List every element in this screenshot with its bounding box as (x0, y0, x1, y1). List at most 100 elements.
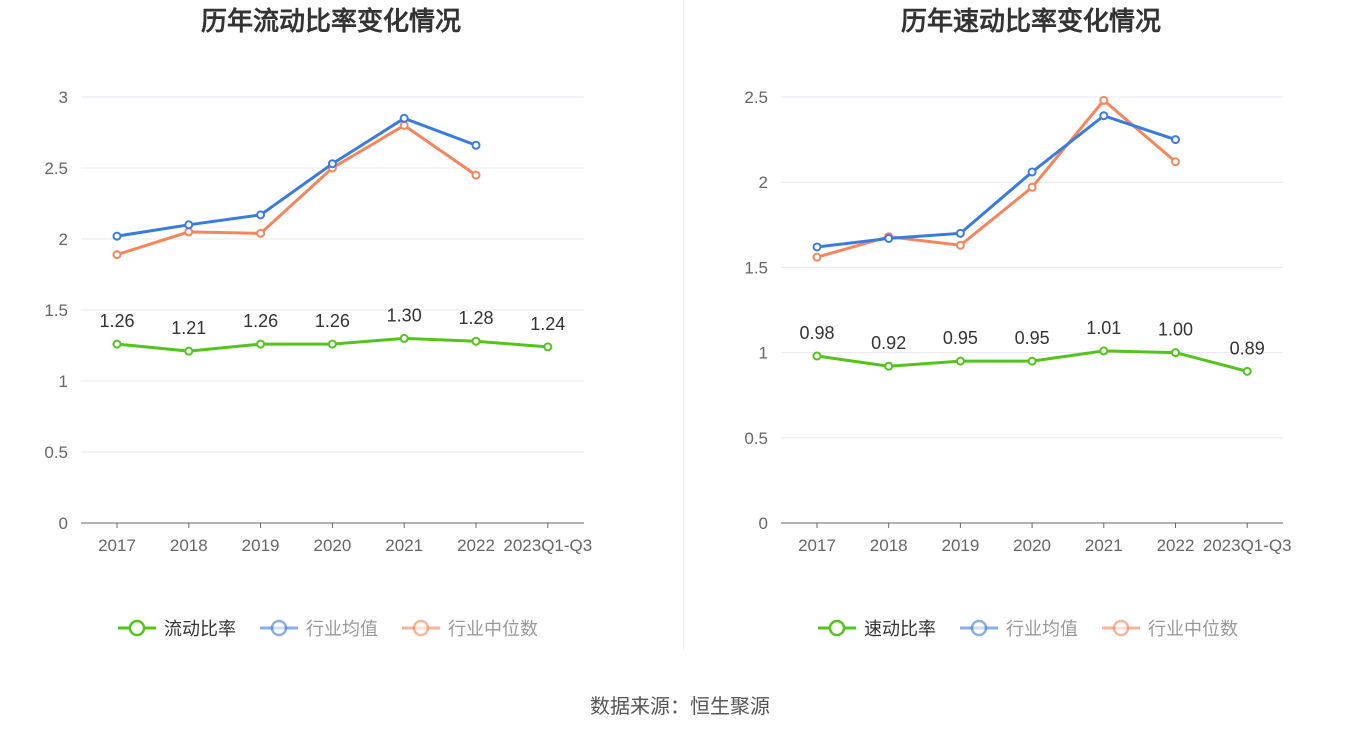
data-point[interactable] (471, 170, 481, 180)
x-tick-label: 2021 (385, 536, 423, 555)
data-point[interactable] (955, 228, 965, 238)
data-point[interactable] (184, 227, 194, 237)
data-point[interactable] (1171, 135, 1180, 145)
data-label: 1.26 (99, 311, 134, 331)
data-point[interactable] (812, 252, 822, 262)
data-point[interactable] (471, 140, 481, 150)
legend-marker-icon (828, 619, 846, 637)
data-label: 0.98 (799, 323, 834, 343)
x-tick-label: 2020 (1013, 536, 1051, 555)
chart-2: 历年速动比率变化情况 0 0.5 1 1.5 2 2.5 2017 2018 2019 2020 20… (744, 6, 1291, 639)
y-tick-label: 1.5 (44, 301, 68, 320)
legend-item[interactable]: 行业均值 (960, 619, 1078, 639)
x-tick-label: 2017 (98, 536, 136, 555)
y-tick-label: 1.5 (744, 258, 768, 277)
data-point[interactable] (399, 120, 409, 130)
data-label: 0.95 (943, 328, 978, 348)
data-label: 1.00 (1158, 320, 1193, 340)
data-point[interactable] (256, 228, 266, 238)
legend-label: 行业均值 (306, 619, 378, 639)
legend-marker-icon (1112, 619, 1130, 637)
chart-title: 历年流动比率变化情况 (201, 6, 461, 36)
y-tick-label: 0 (59, 514, 68, 533)
y-tick-label: 0 (759, 514, 768, 533)
legend-label: 行业中位数 (1148, 619, 1238, 639)
chart-divider (683, 0, 684, 650)
x-tick-label: 2019 (941, 536, 979, 555)
y-tick-label: 2.5 (744, 88, 768, 107)
data-point[interactable] (955, 356, 965, 366)
data-point[interactable] (1171, 157, 1180, 167)
data-point[interactable] (1099, 95, 1109, 105)
data-point[interactable] (1099, 111, 1109, 121)
data-point[interactable] (112, 339, 122, 349)
data-point[interactable] (471, 336, 481, 346)
data-source: 数据来源：恒生聚源 (590, 696, 770, 718)
data-point[interactable] (184, 220, 194, 230)
legend-marker-icon (270, 619, 288, 637)
data-point[interactable] (327, 159, 337, 169)
legend-label: 流动比率 (164, 619, 236, 639)
data-point[interactable] (884, 233, 894, 243)
legend-item[interactable]: 行业均值 (260, 619, 378, 639)
series-line (816, 114, 1176, 249)
chart-1: 历年流动比率变化情况 0 0.5 1 1.5 2 2.5 3 2017 2018 2019 2020 2… (44, 6, 592, 639)
x-tick-label: 2022 (1157, 536, 1195, 555)
data-point[interactable] (112, 231, 122, 241)
series-line (816, 98, 1177, 259)
data-label: 1.21 (171, 318, 206, 338)
y-tick-label: 3 (59, 88, 68, 107)
y-tick-label: 1 (59, 372, 68, 391)
data-point[interactable] (884, 361, 894, 371)
legend-marker-icon (412, 619, 430, 637)
legend-marker-icon (128, 619, 146, 637)
data-point[interactable] (1242, 366, 1252, 376)
x-tick-label: 2023Q1-Q3 (1203, 536, 1292, 555)
x-tick-label: 2022 (457, 536, 495, 555)
series-line (116, 116, 477, 238)
data-label: 0.92 (871, 333, 906, 353)
data-point[interactable] (256, 339, 266, 349)
data-point[interactable] (812, 351, 822, 361)
x-tick-label: 2020 (313, 536, 351, 555)
data-point[interactable] (256, 210, 266, 220)
legend-item[interactable]: 流动比率 (118, 619, 236, 639)
data-point[interactable] (327, 339, 337, 349)
data-point[interactable] (1171, 348, 1180, 358)
data-point[interactable] (1027, 182, 1037, 192)
data-label: 1.28 (458, 308, 493, 328)
legend-item[interactable]: 速动比率 (818, 619, 936, 639)
data-point[interactable] (1027, 167, 1037, 177)
x-tick-label: 2018 (170, 536, 208, 555)
data-label: 1.30 (387, 305, 422, 325)
legend-label: 行业均值 (1006, 619, 1078, 639)
y-tick-label: 2.5 (44, 159, 68, 178)
data-point[interactable] (1099, 346, 1109, 356)
data-point[interactable] (399, 113, 409, 123)
data-label: 1.01 (1086, 318, 1121, 338)
x-tick-label: 2017 (798, 536, 836, 555)
data-label: 1.26 (315, 311, 350, 331)
data-point[interactable] (1027, 356, 1037, 366)
x-tick-label: 2019 (242, 536, 280, 555)
data-point[interactable] (812, 242, 822, 252)
data-point[interactable] (399, 333, 409, 343)
data-label: 1.26 (243, 311, 278, 331)
data-point[interactable] (112, 250, 122, 260)
y-tick-label: 0.5 (44, 443, 68, 462)
data-point[interactable] (543, 342, 553, 352)
legend-marker-icon (970, 619, 988, 637)
x-tick-label: 2023Q1-Q3 (503, 536, 592, 555)
legend-label: 行业中位数 (448, 619, 538, 639)
data-point[interactable] (955, 240, 965, 250)
legend-label: 速动比率 (864, 619, 936, 639)
data-point[interactable] (184, 346, 194, 356)
legend-item[interactable]: 行业中位数 (402, 619, 538, 639)
legend-item[interactable]: 行业中位数 (1102, 619, 1238, 639)
series-line (116, 123, 477, 257)
data-label: 1.24 (530, 314, 565, 334)
y-tick-label: 2 (759, 173, 768, 192)
x-tick-label: 2021 (1085, 536, 1123, 555)
y-tick-label: 1 (759, 344, 768, 363)
